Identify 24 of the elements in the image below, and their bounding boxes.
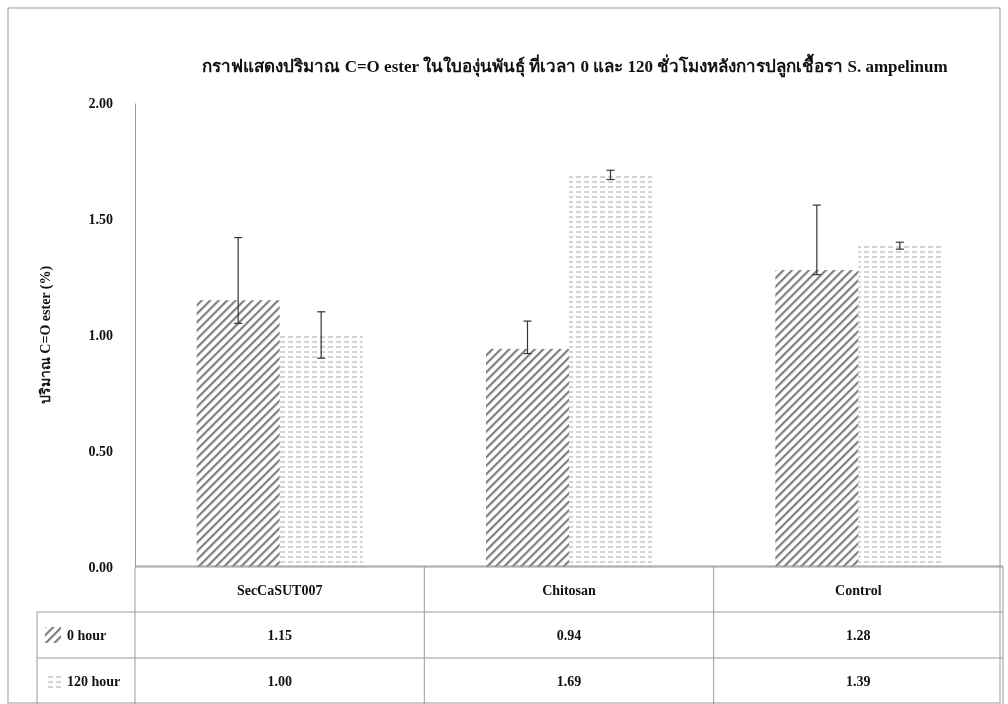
y-tick-label: 0.00 xyxy=(88,559,113,575)
data-label: 1.28 xyxy=(846,628,871,643)
y-tick-label: 1.50 xyxy=(88,211,113,227)
bar xyxy=(196,300,280,567)
chart-title: กราฟแสดงปริมาณ C=O ester ในใบองุ่นพันธุ์ ที่เวลา 0 และ 120 ชั่วโมงหลังการปลูกเชื้อรา S. ampelinum xyxy=(202,53,948,78)
y-tick-label: 2.00 xyxy=(88,95,113,111)
data-label: 1.00 xyxy=(267,674,292,689)
data-label: 1.69 xyxy=(556,674,582,689)
legend-label: 0 hour xyxy=(67,628,107,643)
bar xyxy=(858,244,942,567)
legend-label: 120 hour xyxy=(67,674,121,689)
x-tick-label: SecCaSUT007 xyxy=(236,583,323,598)
y-axis-title: ปริมาณ C=O ester (%) xyxy=(38,265,54,405)
data-label: 0.94 xyxy=(556,628,582,643)
bar xyxy=(569,174,652,567)
y-tick-label: 1.00 xyxy=(88,327,113,343)
bar xyxy=(775,270,859,567)
data-label: 1.15 xyxy=(267,628,292,643)
x-tick-label: Control xyxy=(835,583,882,598)
y-tick-label: 0.50 xyxy=(88,443,113,459)
bar xyxy=(486,348,569,567)
x-tick-label: Chitosan xyxy=(542,583,597,598)
data-label: 1.39 xyxy=(846,674,871,689)
bar xyxy=(279,335,363,567)
